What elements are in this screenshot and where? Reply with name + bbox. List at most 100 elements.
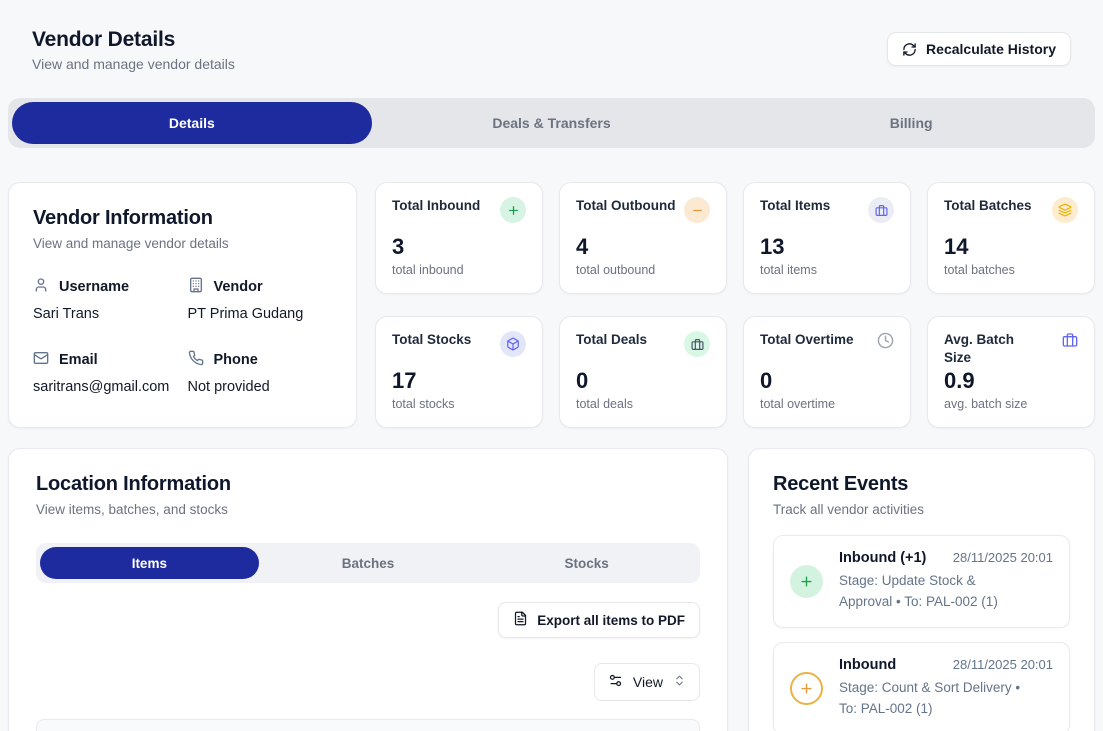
stat-value: 17 xyxy=(392,368,417,393)
field-phone-value: Not provided xyxy=(187,379,270,395)
building-icon xyxy=(188,277,204,297)
location-information-card: Location Information View items, batches… xyxy=(8,448,728,731)
briefcase-icon xyxy=(1062,332,1078,348)
stat-label: Total Deals xyxy=(576,332,648,347)
main-tab-bar: Details Deals & Transfers Billing xyxy=(8,98,1095,148)
stat-label: Total Batches xyxy=(944,198,1032,213)
stat-card-avg-batch-size: Avg. Batch Size 0.9 avg. batch size xyxy=(927,316,1095,428)
clock-icon xyxy=(877,332,894,349)
recent-events-title: Recent Events xyxy=(773,473,909,495)
briefcase-icon xyxy=(868,197,894,223)
event-item-inbound-1: Inbound (+1) 28/11/2025 20:01 Stage: Upd… xyxy=(773,535,1070,628)
stat-caption: total batches xyxy=(944,263,1015,277)
event-timestamp: 28/11/2025 20:01 xyxy=(952,550,1053,565)
stat-card-total-items: Total Items 13 total items xyxy=(743,182,911,294)
refresh-icon xyxy=(902,42,917,57)
file-text-icon xyxy=(513,611,528,629)
layers-icon xyxy=(1052,197,1078,223)
stat-label: Total Stocks xyxy=(392,332,472,347)
briefcase-icon xyxy=(684,331,710,357)
stat-caption: total stocks xyxy=(392,397,455,411)
items-table[interactable] xyxy=(36,719,700,731)
plus-icon xyxy=(500,197,526,223)
field-email-label: Email xyxy=(59,352,98,368)
event-title: Inbound xyxy=(839,656,897,673)
stats-grid: Total Inbound 3 total inbound Total Outb… xyxy=(375,182,1095,428)
recent-events-card: Recent Events Track all vendor activitie… xyxy=(748,448,1095,731)
stat-label: Total Inbound xyxy=(392,198,481,213)
field-username: Username Sari Trans xyxy=(33,277,178,322)
chevrons-up-down-icon xyxy=(673,674,686,690)
stat-card-total-outbound: Total Outbound 4 total outbound xyxy=(559,182,727,294)
location-information-title: Location Information xyxy=(36,473,231,495)
field-email-value: saritrans@gmail.com xyxy=(33,379,170,395)
stat-value: 0.9 xyxy=(944,368,975,393)
field-email: Email saritrans@gmail.com xyxy=(33,350,178,395)
stat-value: 0 xyxy=(760,368,773,393)
field-username-label: Username xyxy=(59,279,130,295)
page-header: Vendor Details View and manage vendor de… xyxy=(0,0,1103,72)
event-title: Inbound (+1) xyxy=(839,550,927,566)
stat-card-total-stocks: Total Stocks 17 total stocks xyxy=(375,316,543,428)
mail-icon xyxy=(33,350,49,370)
field-phone: Phone Not provided xyxy=(188,350,333,395)
view-dropdown[interactable]: View xyxy=(593,663,700,701)
field-vendor-label: Vendor xyxy=(213,279,263,295)
minus-icon xyxy=(684,197,710,223)
event-item-inbound-2: Inbound 28/11/2025 20:01 Stage: Count & … xyxy=(773,641,1070,731)
plus-circle-icon xyxy=(790,564,823,598)
package-icon xyxy=(500,331,526,357)
user-icon xyxy=(33,277,49,297)
recalculate-history-button[interactable]: Recalculate History xyxy=(887,32,1071,66)
view-dropdown-label: View xyxy=(632,674,663,690)
field-vendor-value: PT Prima Gudang xyxy=(187,306,304,322)
stat-caption: total overtime xyxy=(760,397,836,411)
tab-stocks[interactable]: Stocks xyxy=(477,547,696,579)
vendor-fields: Username Sari Trans Vendor PT Prima Guda… xyxy=(33,277,332,395)
export-pdf-button[interactable]: Export all items to PDF xyxy=(498,602,700,638)
tab-items[interactable]: Items xyxy=(40,547,259,579)
stat-label: Total Overtime xyxy=(760,332,854,347)
event-description: Stage: Update Stock & Approval • To: PAL… xyxy=(839,573,998,609)
stat-card-total-overtime: Total Overtime 0 total overtime xyxy=(743,316,911,428)
stat-caption: avg. batch size xyxy=(944,397,1028,411)
stat-value: 3 xyxy=(392,234,405,259)
location-information-subtitle: View items, batches, and stocks xyxy=(36,502,228,517)
page-title: Vendor Details xyxy=(32,28,176,51)
location-tab-bar: Items Batches Stocks xyxy=(36,543,700,583)
page-heading-group: Vendor Details View and manage vendor de… xyxy=(32,28,235,72)
summary-row: Vendor Information View and manage vendo… xyxy=(8,182,1095,428)
stat-caption: total outbound xyxy=(576,263,656,277)
event-timestamp: 28/11/2025 20:01 xyxy=(952,656,1053,672)
stat-card-total-batches: Total Batches 14 total batches xyxy=(927,182,1095,294)
stat-label: Total Outbound xyxy=(576,198,676,213)
stat-value: 4 xyxy=(576,234,589,259)
stat-caption: total inbound xyxy=(392,263,464,277)
stat-card-total-deals: Total Deals 0 total deals xyxy=(559,316,727,428)
vendor-information-card: Vendor Information View and manage vendo… xyxy=(8,182,357,428)
tab-deals-transfers[interactable]: Deals & Transfers xyxy=(372,102,732,144)
tab-details[interactable]: Details xyxy=(12,102,372,144)
stat-card-total-inbound: Total Inbound 3 total inbound xyxy=(375,182,543,294)
stat-label: Avg. Batch Size xyxy=(944,332,1015,365)
page-subtitle: View and manage vendor details xyxy=(32,56,235,72)
stat-value: 14 xyxy=(944,234,969,259)
recent-events-subtitle: Track all vendor activities xyxy=(773,502,925,517)
field-vendor: Vendor PT Prima Gudang xyxy=(188,277,333,322)
tab-batches[interactable]: Batches xyxy=(259,547,478,579)
export-pdf-label: Export all items to PDF xyxy=(537,612,685,628)
field-phone-label: Phone xyxy=(213,352,258,368)
event-list: Inbound (+1) 28/11/2025 20:01 Stage: Upd… xyxy=(773,535,1070,731)
vendor-information-subtitle: View and manage vendor details xyxy=(33,236,229,251)
stat-caption: total deals xyxy=(576,397,633,411)
event-description: Stage: Count & Sort Delivery • To: PAL-0… xyxy=(839,679,1021,716)
field-username-value: Sari Trans xyxy=(33,306,100,322)
detail-row: Location Information View items, batches… xyxy=(8,448,1095,731)
stat-value: 13 xyxy=(760,234,785,259)
vendor-information-title: Vendor Information xyxy=(33,207,213,229)
stat-label: Total Items xyxy=(760,198,831,213)
tab-billing[interactable]: Billing xyxy=(731,102,1091,144)
plus-circle-outline-icon xyxy=(790,671,823,705)
phone-icon xyxy=(188,350,204,370)
